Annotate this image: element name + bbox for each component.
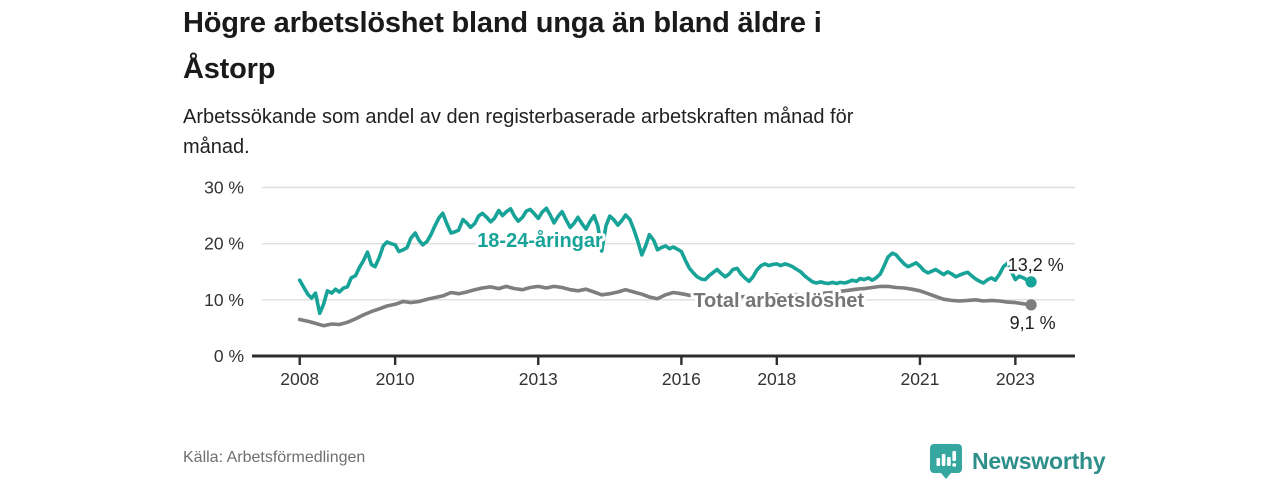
series-end-dot (1025, 276, 1037, 288)
y-axis-tick-label: 10 % (204, 290, 244, 310)
x-axis-tick-label: 2023 (996, 369, 1035, 389)
pin-shape (930, 444, 962, 479)
x-axis-tick-label: 2008 (280, 369, 319, 389)
series-line-18-24-ringar (297, 206, 1033, 316)
x-axis-tick-label: 2013 (519, 369, 558, 389)
newsworthy-wordmark: Newsworthy (972, 447, 1106, 474)
y-axis-tick-label: 0 % (214, 346, 244, 366)
series-end-value-label: 9,1 % (1010, 313, 1056, 333)
y-axis-tick-label: 30 % (204, 178, 244, 198)
y-axis-tick-label: 20 % (204, 234, 244, 254)
series-label: 18-24-åringar (477, 229, 603, 252)
series-label: Total arbetslöshet (693, 290, 864, 312)
x-axis-tick-label: 2016 (662, 369, 701, 389)
newsworthy-logo[interactable]: Newsworthy (929, 443, 1106, 479)
chart-title: Högre arbetslöshet bland unga än bland ä… (183, 7, 822, 85)
series-end-value-label: 13,2 % (1008, 255, 1064, 275)
series-end-dot (1025, 299, 1037, 311)
chart-subtitle: Arbetssökande som andel av den registerb… (183, 106, 854, 158)
newsworthy-pin-chart-icon (930, 444, 962, 479)
x-axis-tick-label: 2010 (376, 369, 415, 389)
source-note: Källa: Arbetsförmedlingen (183, 449, 366, 466)
x-axis-tick-label: 2018 (757, 369, 796, 389)
series-line-total-arbetsl-shet (297, 284, 1033, 328)
x-axis-tick-label: 2021 (900, 369, 939, 389)
bar-chart-glyph (936, 451, 956, 467)
